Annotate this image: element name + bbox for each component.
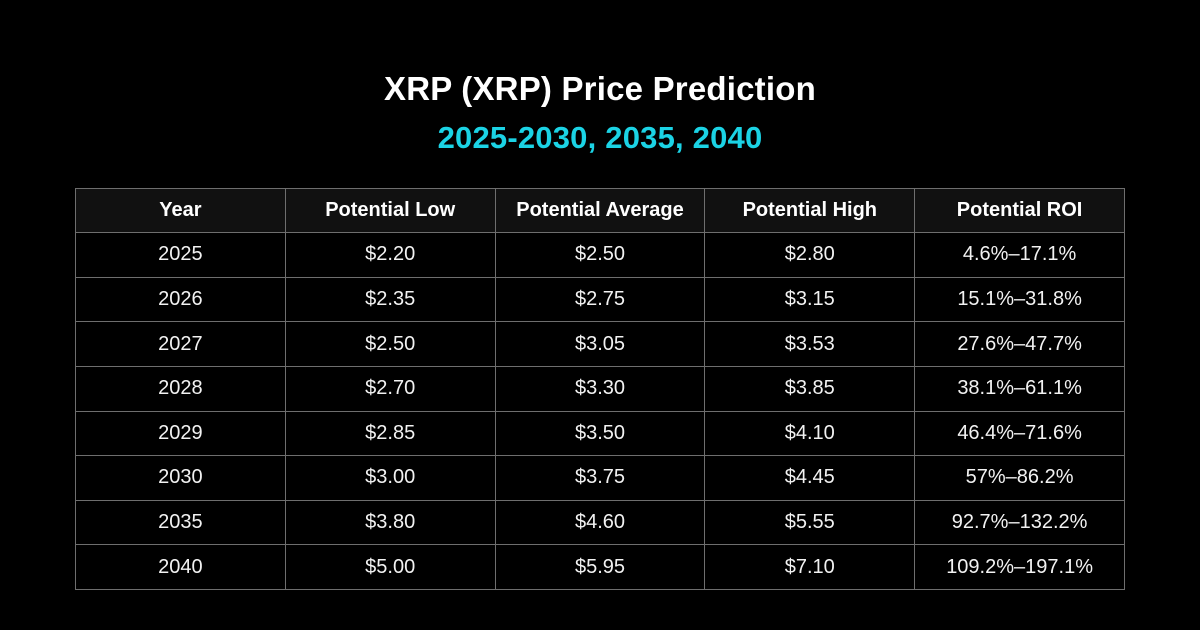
table-cell: $3.30 [494,365,706,412]
table-cell: 4.6%–17.1% [914,232,1125,278]
table-row: 2025 $2.20 $2.50 $2.80 4.6%–17.1% [75,232,1125,278]
table-cell: $3.00 [284,455,496,501]
table-row: 2028 $2.70 $3.30 $3.85 38.1%–61.1% [75,365,1125,412]
table-row: 2040 $5.00 $5.95 $7.10 109.2%–197.1% [75,544,1125,590]
table-cell: $3.50 [494,410,706,457]
table-cell: $5.55 [704,499,916,546]
table-cell: $2.70 [284,365,496,412]
table-cell: 2026 [75,276,286,323]
table-body: 2025 $2.20 $2.50 $2.80 4.6%–17.1% 2026 $2.35 $2… [75,232,1125,590]
table-cell: 57%–86.2% [914,455,1125,501]
table-cell: $2.80 [704,232,916,278]
table-cell: 38.1%–61.1% [914,365,1125,412]
table-cell: $3.05 [494,321,706,367]
table-cell: $2.50 [494,232,706,278]
table-cell: $3.80 [284,499,496,546]
table-cell: 2028 [75,365,286,412]
page-title: XRP (XRP) Price Prediction [384,70,816,107]
table-cell: $7.10 [704,544,916,590]
table-cell: $2.20 [284,232,496,278]
table-cell: 2025 [75,232,286,278]
table-cell: $5.00 [284,544,496,590]
table-header: Year Potential Low Potential Average Potent… [75,188,1125,233]
table-row: 2035 $3.80 $4.60 $5.55 92.7%–132.2% [75,499,1125,546]
table-cell: 2029 [75,410,286,457]
table-header-row: Year Potential Low Potential Average Potent… [75,188,1125,233]
table-cell: $4.45 [704,455,916,501]
table-cell: $3.53 [704,321,916,367]
table-cell: 2027 [75,321,286,367]
column-header: Potential ROI [914,188,1125,233]
table-cell: 27.6%–47.7% [914,321,1125,367]
table-cell: 2040 [75,544,286,590]
table-cell: $5.95 [494,544,706,590]
page-subtitle: 2025-2030, 2035, 2040 [437,120,763,155]
table-cell: $4.10 [704,410,916,457]
table-row: 2026 $2.35 $2.75 $3.15 15.1%–31.8% [75,276,1125,323]
table-cell: 2035 [75,499,286,546]
column-header: Year [75,188,286,233]
table-cell: $2.75 [494,276,706,323]
table-cell: $2.85 [284,410,496,457]
table-cell: 15.1%–31.8% [914,276,1125,323]
table-row: 2029 $2.85 $3.50 $4.10 46.4%–71.6% [75,410,1125,457]
table-cell: $4.60 [494,499,706,546]
table-cell: 92.7%–132.2% [914,499,1125,546]
table-cell: $2.50 [284,321,496,367]
table-cell: 109.2%–197.1% [914,544,1125,590]
table-cell: $3.75 [494,455,706,501]
table-cell: $2.35 [284,276,496,323]
column-header: Potential Average [494,188,706,233]
table-cell: $3.15 [704,276,916,323]
column-header: Potential High [704,188,916,233]
table-row: 2027 $2.50 $3.05 $3.53 27.6%–47.7% [75,321,1125,367]
table-cell: 46.4%–71.6% [914,410,1125,457]
column-header: Potential Low [284,188,496,233]
table-cell: $3.85 [704,365,916,412]
price-prediction-table: Year Potential Low Potential Average Potent… [75,188,1125,590]
table-cell: 2030 [75,455,286,501]
table-row: 2030 $3.00 $3.75 $4.45 57%–86.2% [75,455,1125,501]
